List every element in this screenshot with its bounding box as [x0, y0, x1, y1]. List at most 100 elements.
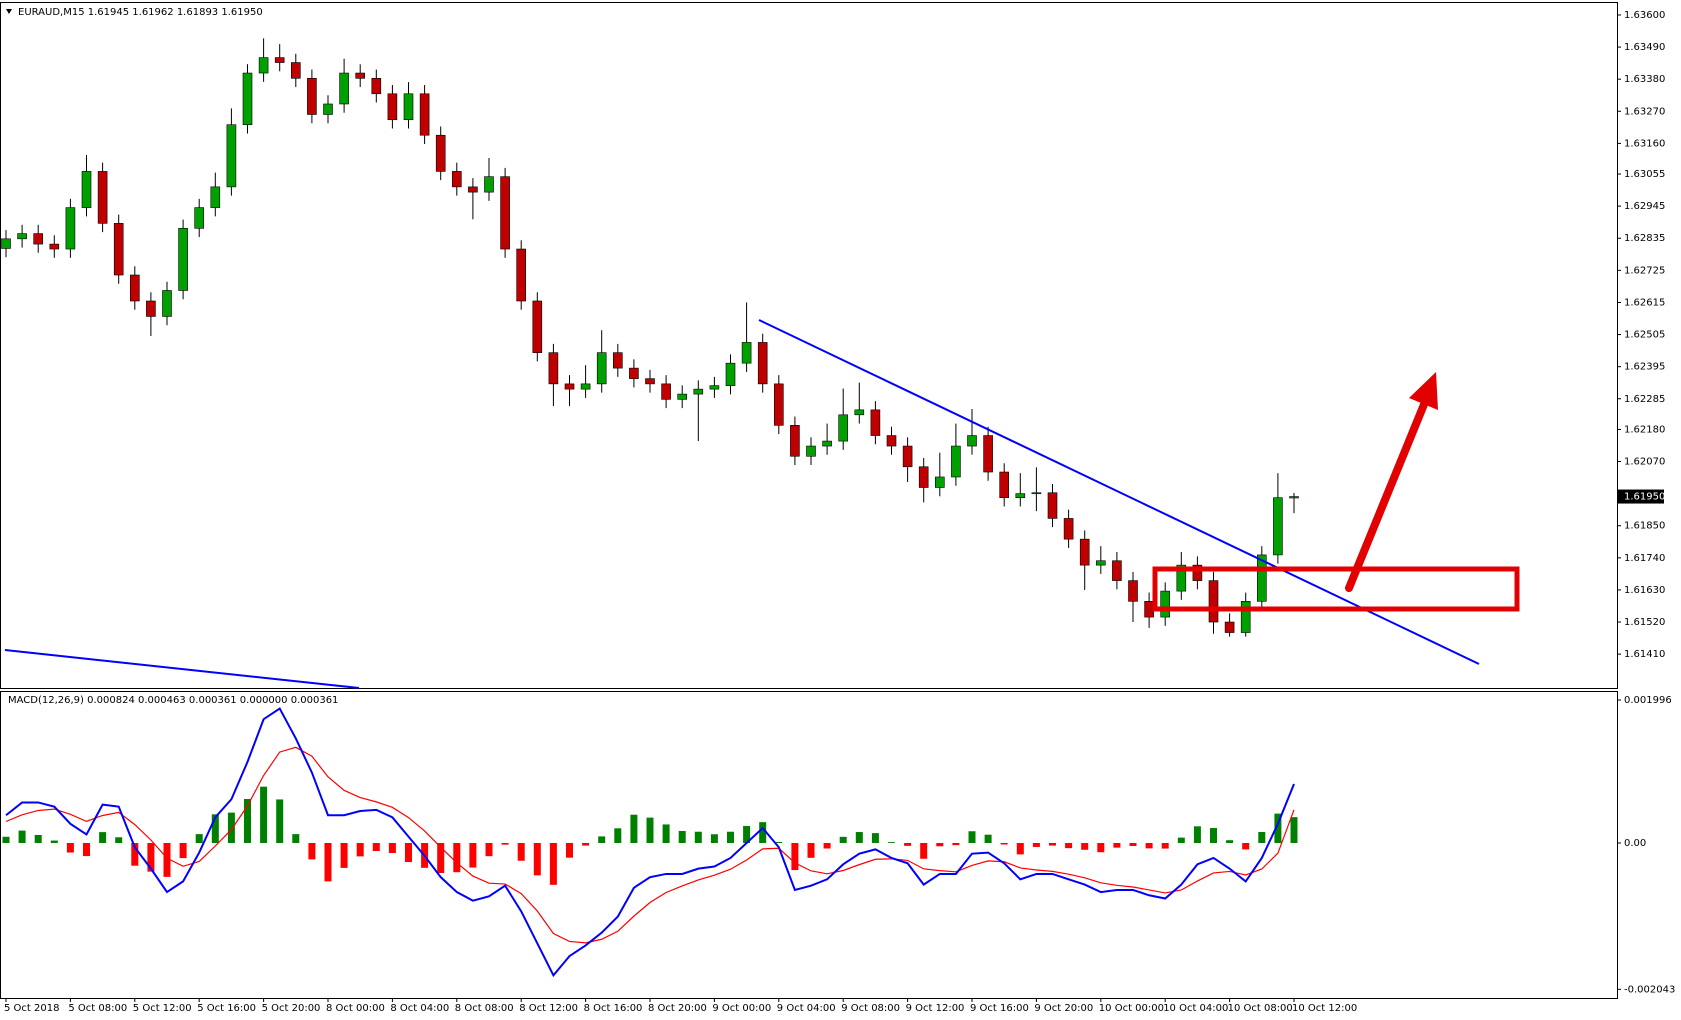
histogram-bar — [807, 842, 815, 858]
histogram-bar — [308, 842, 316, 860]
histogram-bar — [1161, 842, 1169, 849]
histogram-bar — [549, 842, 557, 885]
x-tick-label: 8 Oct 20:00 — [648, 1003, 707, 1014]
histogram-bar — [18, 830, 26, 843]
histogram-bar — [163, 842, 171, 877]
x-tick-label: 5 Oct 2018 — [4, 1003, 59, 1014]
candle-body — [146, 300, 156, 317]
candle-body — [435, 134, 446, 172]
histogram-bar — [1193, 826, 1201, 843]
y-tick-label: 0.001996 — [1624, 695, 1672, 706]
plot-layer: 1.63600 1.63490 1.63380 1.63270 1.63160 1.630… — [1, 10, 1675, 1014]
histogram-bar — [453, 842, 461, 873]
histogram-bar — [936, 842, 944, 847]
histogram-bar — [920, 842, 928, 859]
zone-box — [1152, 566, 1520, 612]
y-tick-label: 1.63600 — [1624, 10, 1665, 21]
candle-body — [806, 445, 816, 457]
x-tick-label: 8 Oct 08:00 — [455, 1003, 514, 1014]
histogram-bar — [1274, 813, 1282, 843]
histogram-bar — [195, 834, 203, 843]
candle-body — [1128, 580, 1138, 602]
x-tick-label: 10 Oct 04:00 — [1163, 1003, 1228, 1014]
histogram-bar — [1258, 831, 1266, 843]
x-tick-label: 8 Oct 00:00 — [326, 1003, 385, 1014]
price-panel-frame — [0, 2, 1618, 689]
candle-body — [484, 176, 494, 193]
candle-body — [1240, 601, 1251, 633]
candle-body — [693, 388, 704, 395]
candle-body — [1015, 493, 1026, 499]
histogram-bar — [227, 812, 235, 843]
candle-body — [1144, 601, 1154, 618]
candle-body — [371, 78, 382, 95]
candle-body — [355, 72, 366, 79]
histogram-bar — [1290, 817, 1298, 843]
x-tick-label: 9 Oct 16:00 — [970, 1003, 1029, 1014]
candle-body — [1224, 621, 1235, 633]
y-tick-label: 1.62070 — [1624, 457, 1665, 468]
x-tick-label: 10 Oct 00:00 — [1099, 1003, 1164, 1014]
candle-body — [323, 103, 333, 115]
candle-body — [1047, 492, 1058, 519]
histogram-bar — [759, 822, 767, 843]
y-tick-label: 1.62725 — [1624, 265, 1665, 276]
histogram-bar — [2, 836, 10, 843]
y-tick-label: 1.62835 — [1624, 233, 1665, 244]
candle-body — [307, 78, 317, 115]
last-price-box — [1618, 489, 1664, 504]
y-tick-label: 1.62505 — [1624, 330, 1665, 341]
x-tick-label: 10 Oct 12:00 — [1292, 1003, 1357, 1014]
y-tick-label: 1.61740 — [1624, 553, 1665, 564]
candle-body — [967, 435, 977, 447]
candle-body — [419, 93, 430, 136]
histogram-bar — [1065, 842, 1073, 849]
x-tick-label: 9 Oct 12:00 — [906, 1003, 965, 1014]
histogram-bar — [1032, 842, 1040, 847]
y-tick-label: 1.62395 — [1624, 362, 1665, 373]
candle-body — [113, 223, 124, 276]
histogram-bar — [437, 842, 445, 874]
x-tick-label: 5 Oct 20:00 — [262, 1003, 321, 1014]
histogram-bar — [694, 831, 702, 843]
candle-body — [65, 207, 76, 250]
candle-body — [854, 409, 865, 416]
candle-body — [290, 62, 301, 79]
y-tick-label: 1.61520 — [1624, 617, 1665, 628]
x-tick-label: 9 Oct 04:00 — [777, 1003, 836, 1014]
y-tick-label: -0.002043 — [1624, 984, 1675, 995]
last-price-label: 1.61950 — [1624, 492, 1665, 503]
histogram-bar — [340, 842, 348, 868]
candle-body — [1289, 496, 1299, 499]
y-tick-label: 1.63160 — [1624, 138, 1665, 149]
candle-body — [645, 378, 655, 385]
histogram-bar — [823, 842, 831, 849]
histogram-bar — [1129, 842, 1137, 847]
candle-body — [629, 367, 639, 379]
y-tick-label: 1.61410 — [1624, 649, 1665, 660]
histogram-bar — [984, 834, 992, 843]
candle-body — [403, 93, 414, 121]
x-tick-label: 8 Oct 16:00 — [584, 1003, 643, 1014]
candle-body — [725, 362, 736, 386]
histogram-bar — [501, 842, 509, 845]
candle-body — [709, 385, 720, 390]
y-tick-label: 1.63055 — [1624, 169, 1665, 180]
histogram-bar — [372, 842, 380, 852]
candle-body — [1063, 518, 1074, 540]
candle-body — [1208, 580, 1219, 623]
candle-body — [1096, 560, 1106, 566]
candle-body — [242, 72, 253, 126]
histogram-bar — [115, 837, 123, 843]
y-tick-label: 1.62180 — [1624, 424, 1665, 435]
y-tick-label: 1.61850 — [1624, 521, 1665, 532]
candle-body — [564, 383, 575, 390]
candle-body — [1112, 560, 1122, 581]
histogram-bar — [1242, 842, 1250, 850]
histogram-bar — [485, 842, 493, 857]
histogram-bar — [83, 842, 90, 857]
price-header: EURAUD,M15 1.61945 1.61962 1.61893 1.619… — [18, 7, 263, 18]
candle-body — [1, 238, 11, 249]
